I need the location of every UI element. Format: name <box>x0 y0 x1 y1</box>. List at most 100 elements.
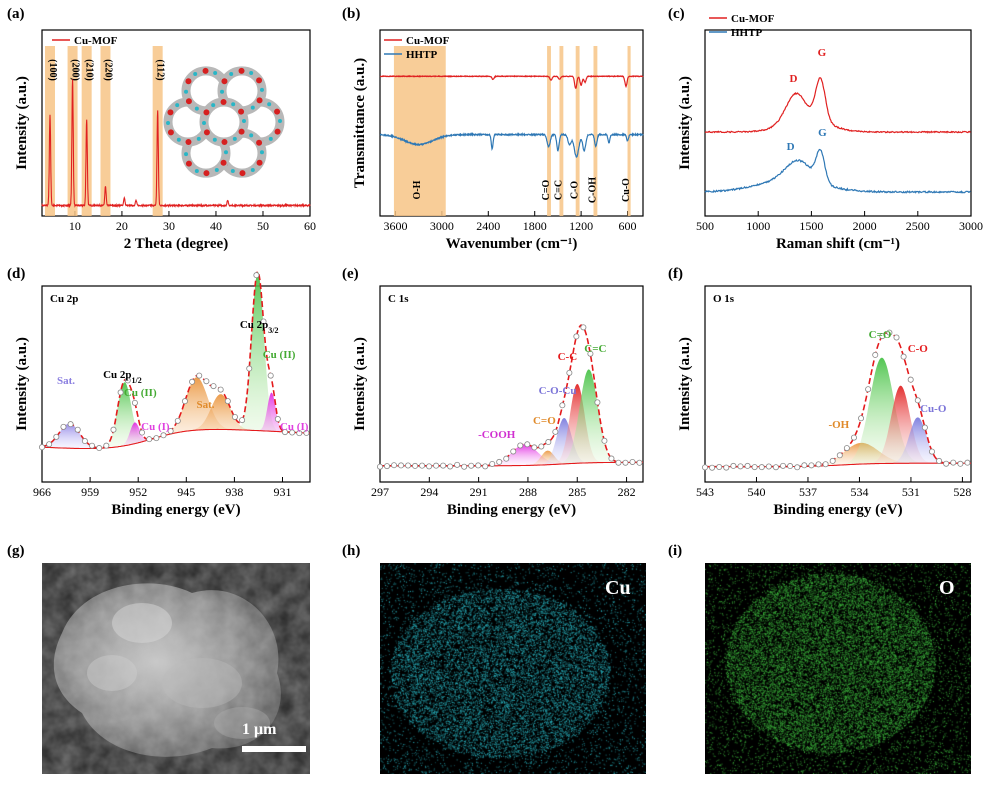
xps-data-point-f <box>907 376 914 383</box>
legend-label-cu-mof: Cu-MOF <box>406 35 450 47</box>
xps-data-point-e <box>566 369 573 376</box>
label-o1s-component: C-O <box>908 343 929 355</box>
xps-data-point-d <box>103 442 110 449</box>
xrd-band-label: (210) <box>84 59 95 81</box>
xps-data-point-f <box>794 464 801 471</box>
oxygen-atom <box>185 160 192 167</box>
copper-atom <box>229 71 234 76</box>
copper-atom <box>184 152 189 157</box>
xps-data-point-f <box>772 464 779 471</box>
x-tick-label-e: 297 <box>371 485 389 499</box>
xps-data-point-d <box>217 386 224 393</box>
xps-data-point-e <box>524 441 531 448</box>
label-o1s-component: C=O <box>869 329 892 341</box>
copper-atom <box>259 150 264 155</box>
x-tick-label-a: 30 <box>163 219 175 233</box>
copper-atom <box>193 71 198 76</box>
x-tick-label-b: 1800 <box>523 219 547 233</box>
ftir-band-label: O-H <box>412 180 423 199</box>
x-tick-label-a: 10 <box>69 219 81 233</box>
oxygen-atom <box>167 129 174 136</box>
copper-atom <box>241 119 246 124</box>
xps-data-point-d <box>253 272 260 279</box>
oxygen-atom <box>185 98 192 105</box>
xps-data-point-d <box>196 372 203 379</box>
eds-map-o: O <box>705 563 971 774</box>
xrd-band <box>67 46 78 216</box>
label-c1s-component: -COOH <box>478 429 516 441</box>
x-tick-label-f: 540 <box>747 485 765 499</box>
xps-data-point-f <box>723 464 730 471</box>
xps-data-point-d <box>96 445 103 452</box>
copper-atom <box>249 71 254 76</box>
x-tick-label-e: 285 <box>568 485 586 499</box>
xps-data-point-d <box>246 365 253 372</box>
xps-data-point-d <box>110 426 117 433</box>
xps-data-point-f <box>822 461 829 468</box>
xps-data-point-f <box>843 445 850 452</box>
raman-g-label-cu-mof: G <box>818 47 827 59</box>
oxygen-atom <box>185 138 192 145</box>
ftir-band-label: Cu-O <box>621 178 632 202</box>
xps-data-point-e <box>629 458 636 465</box>
xps-data-point-e <box>440 462 447 469</box>
xrd-band-label: (220) <box>102 59 113 81</box>
oxygen-atom <box>203 129 210 136</box>
x-tick-label-a: 50 <box>257 219 269 233</box>
x-tick-label-b: 600 <box>619 219 637 233</box>
xps-data-point-e <box>538 443 545 450</box>
map-label-o: O <box>939 577 955 599</box>
chart-b: 3600 3000 2400 1800 1200 600 Wavenumber (cm⁻¹)… <box>352 29 644 252</box>
x-tick-label-f: 534 <box>850 485 868 499</box>
x-tick-label-b: 3000 <box>430 219 454 233</box>
scale-bar <box>242 746 306 752</box>
chart-c: 500 1000 1500 2000 2500 3000 Raman shift (cm⁻¹… <box>677 13 983 252</box>
xps-data-point-d <box>89 442 96 449</box>
x-axis-title-d: Binding energy (eV) <box>111 502 240 518</box>
oxygen-atom <box>203 170 210 177</box>
oxygen-atom <box>221 78 228 85</box>
xps-data-point-d <box>281 429 288 436</box>
xps-data-point-e <box>376 463 383 470</box>
label-cu2p-half: Cu 2p1/2 <box>103 369 142 385</box>
x-tick-label-d: 931 <box>274 485 292 499</box>
xps-title-d: Cu 2p <box>50 293 78 305</box>
x-tick-label-f: 528 <box>953 485 971 499</box>
x-tick-label-e: 294 <box>420 485 438 499</box>
xps-data-point-e <box>503 455 510 462</box>
oxygen-atom <box>238 108 245 115</box>
xrd-band-label: (112) <box>155 59 166 80</box>
xps-data-point-f <box>914 397 921 404</box>
panel-label-c: (c) <box>668 6 685 22</box>
y-axis-title-a: Intensity (a.u.) <box>14 76 30 170</box>
xrd-band <box>100 46 111 216</box>
label-cu-i-2: Cu (I) <box>280 421 309 433</box>
xps-data-point-e <box>559 402 566 409</box>
xps-data-point-d <box>46 441 53 448</box>
xps-data-point-d <box>153 435 160 442</box>
copper-atom <box>214 168 219 173</box>
oxygen-atom <box>256 77 263 84</box>
xps-data-point-d <box>274 416 281 423</box>
xps-data-point-e <box>384 463 391 470</box>
ftir-series-cu-mof <box>379 74 644 89</box>
oxygen-atom <box>185 78 192 85</box>
legend-label-hhtp: HHTP <box>406 49 437 61</box>
oxygen-atom <box>239 170 246 177</box>
x-tick-label-f: 537 <box>799 485 817 499</box>
xps-data-point-d <box>296 430 303 437</box>
xps-data-point-d <box>210 383 217 390</box>
xps-data-point-e <box>545 439 552 446</box>
x-tick-label-a: 60 <box>304 219 316 233</box>
oxygen-atom <box>274 128 281 135</box>
xps-data-point-f <box>850 434 857 441</box>
xps-data-point-d <box>117 389 124 396</box>
ftir-band <box>593 46 598 216</box>
x-tick-label-c: 1000 <box>746 219 770 233</box>
copper-atom <box>250 105 255 110</box>
oxygen-atom <box>238 128 245 135</box>
label-c1s-component: C=O <box>533 415 556 427</box>
map-label-cu: Cu <box>605 577 631 599</box>
xps-data-point-e <box>496 458 503 465</box>
x-tick-label-f: 531 <box>902 485 920 499</box>
